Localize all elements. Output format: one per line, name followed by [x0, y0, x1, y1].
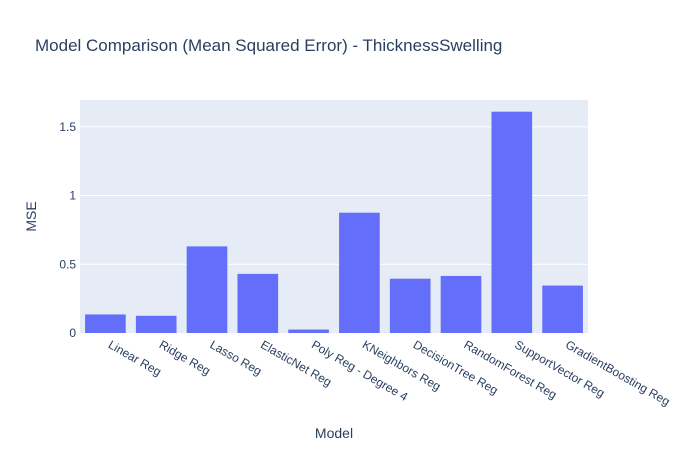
bar[interactable]	[440, 275, 482, 333]
y-axis-title: MSE	[23, 201, 39, 231]
y-tick-label: 1.5	[59, 120, 76, 134]
bar[interactable]	[288, 329, 329, 333]
x-axis-title: Model	[315, 425, 353, 441]
bars	[85, 111, 583, 334]
bar[interactable]	[186, 246, 228, 333]
bar[interactable]	[237, 273, 279, 333]
bar[interactable]	[542, 285, 583, 333]
chart-title: Model Comparison (Mean Squared Error) - …	[35, 36, 502, 55]
bar[interactable]	[135, 315, 177, 333]
y-axis-ticks: 0 0.5 1 1.5	[59, 120, 76, 340]
bar[interactable]	[339, 212, 380, 333]
y-tick-label: 0.5	[59, 257, 76, 271]
y-tick-label: 0	[69, 326, 76, 340]
bar[interactable]	[85, 314, 126, 333]
bar[interactable]	[389, 278, 431, 333]
bar[interactable]	[491, 111, 533, 334]
y-tick-label: 1	[69, 189, 76, 203]
